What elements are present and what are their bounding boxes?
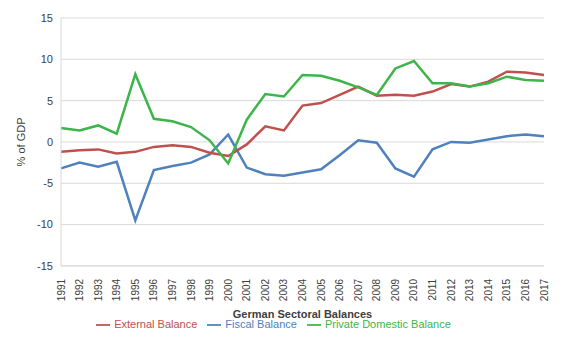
svg-text:2001: 2001 bbox=[241, 278, 252, 301]
svg-text:-5: -5 bbox=[43, 177, 53, 189]
html-text:External Balance: External Balance bbox=[114, 317, 198, 330]
svg-text:2011: 2011 bbox=[427, 278, 438, 300]
svg-text:2010: 2010 bbox=[408, 278, 419, 301]
svg-text:5: 5 bbox=[47, 95, 53, 107]
svg-text:1991: 1991 bbox=[56, 278, 67, 301]
svg-text:1992: 1992 bbox=[74, 278, 85, 301]
svg-text:1997: 1997 bbox=[167, 278, 178, 301]
svg-text:2008: 2008 bbox=[371, 278, 382, 301]
svg-text:0: 0 bbox=[47, 136, 53, 148]
svg-text:2017: 2017 bbox=[539, 278, 550, 301]
svg-text:-15: -15 bbox=[37, 260, 53, 272]
svg-text:2013: 2013 bbox=[464, 278, 475, 301]
svg-text:2000: 2000 bbox=[223, 278, 234, 301]
svg-text:10: 10 bbox=[41, 53, 53, 65]
svg-text:1998: 1998 bbox=[186, 278, 197, 301]
svg-text:1994: 1994 bbox=[111, 278, 122, 301]
svg-text:2016: 2016 bbox=[520, 278, 531, 301]
svg-text:2006: 2006 bbox=[334, 278, 345, 301]
svg-text:2003: 2003 bbox=[278, 278, 289, 301]
svg-text:1995: 1995 bbox=[130, 278, 141, 301]
svg-text:15: 15 bbox=[41, 12, 53, 24]
svg-text:2002: 2002 bbox=[260, 278, 271, 301]
svg-text:2015: 2015 bbox=[501, 278, 512, 301]
svg-text:1993: 1993 bbox=[93, 278, 104, 301]
svg-text:2012: 2012 bbox=[446, 278, 457, 301]
svg-text:-10: -10 bbox=[37, 218, 53, 230]
svg-text:% of GDP: % of GDP bbox=[15, 118, 27, 167]
svg-text:2009: 2009 bbox=[390, 278, 401, 301]
svg-text:2005: 2005 bbox=[316, 278, 327, 301]
svg-text:German Sectoral Balances: German Sectoral Balances bbox=[233, 308, 372, 320]
svg-text:2004: 2004 bbox=[297, 278, 308, 301]
svg-text:2014: 2014 bbox=[483, 278, 494, 301]
svg-text:2007: 2007 bbox=[353, 278, 364, 301]
html-text:Private Domestic Balance: Private Domestic Balance bbox=[324, 317, 451, 330]
svg-text:1999: 1999 bbox=[204, 278, 215, 301]
html-text:Fiscal Balance: Fiscal Balance bbox=[225, 317, 297, 330]
svg-text:1996: 1996 bbox=[148, 278, 159, 301]
